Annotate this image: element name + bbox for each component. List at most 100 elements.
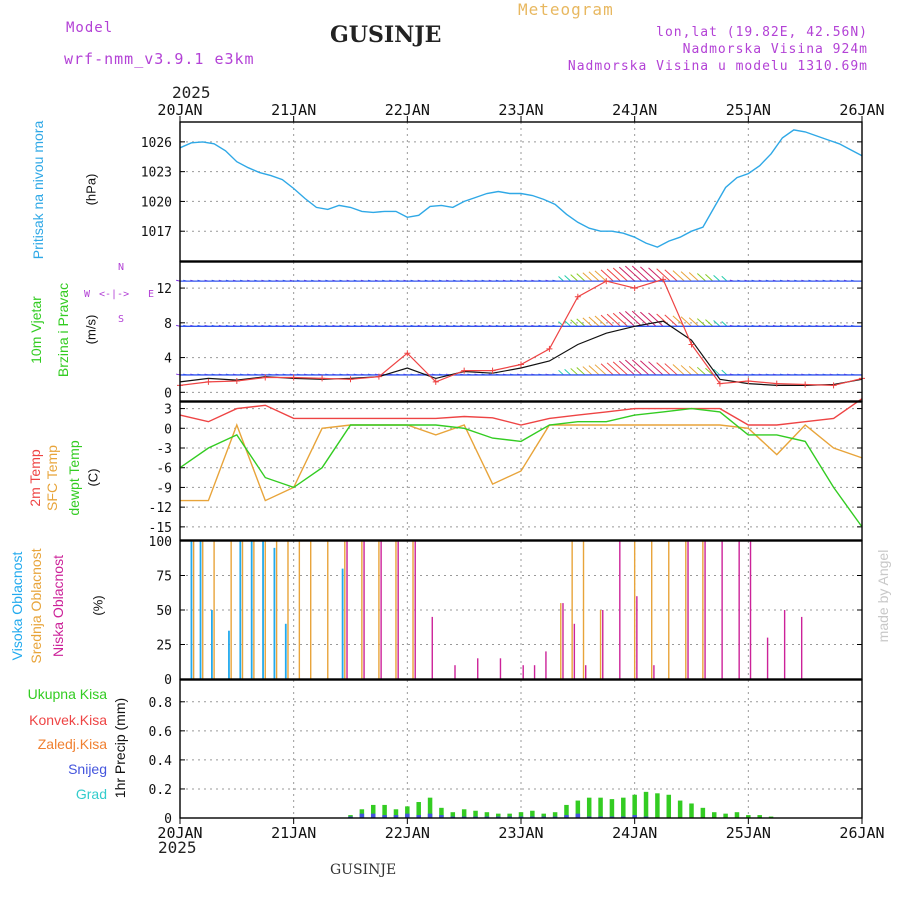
- y-tick-label: 0: [164, 812, 172, 827]
- wind-barb: [688, 366, 699, 376]
- rain-bar: [552, 812, 558, 818]
- compass-e: E: [148, 289, 155, 300]
- wind-gust-marker: [518, 361, 524, 368]
- snow-bar: [348, 816, 353, 818]
- wind-barb: [721, 275, 728, 282]
- wind-barb: [594, 364, 607, 376]
- x-tick-label-top: 24JAN: [612, 101, 657, 119]
- wind-barb: [625, 359, 643, 376]
- wind-barb: [625, 265, 643, 282]
- y-tick-label: 75: [156, 570, 172, 585]
- y-tick-label: 1023: [141, 166, 172, 181]
- y-tick-label: 1026: [141, 136, 172, 151]
- rain-bar: [609, 799, 615, 818]
- rain-bar: [473, 810, 478, 818]
- rain-bar: [746, 815, 751, 818]
- snow-bar: [586, 816, 592, 818]
- wind-barb: [640, 311, 657, 327]
- y-tick-label: 8: [164, 317, 172, 332]
- x-tick-label-top: 21JAN: [271, 101, 316, 119]
- wind-barb: [696, 273, 707, 282]
- snow-bar: [530, 816, 535, 818]
- wind-barb: [696, 318, 707, 327]
- wind-gust-marker: [802, 381, 809, 388]
- y-tick-label: 1020: [141, 195, 172, 210]
- panel-frame: [179, 401, 863, 541]
- snow-bar: [507, 816, 512, 818]
- y-tick-label: 100: [149, 535, 172, 550]
- wind-gust-marker: [262, 374, 269, 381]
- wind-barb: [564, 320, 572, 327]
- y-tick-label: 4: [164, 352, 172, 367]
- wind-barb: [570, 368, 579, 376]
- wind-gust-series: [179, 278, 863, 387]
- wind-barb: [648, 361, 664, 376]
- wind-barb: [680, 271, 692, 282]
- rain-bar: [518, 812, 524, 818]
- wind-barb: [688, 317, 699, 327]
- y-tick-label: 0: [164, 673, 172, 688]
- wind-barb: [612, 361, 628, 376]
- wind-gust-marker: [375, 373, 382, 380]
- snow-bar: [643, 816, 649, 818]
- panel-frame: [179, 679, 863, 819]
- x-tick-label-bottom: 20JAN: [157, 824, 202, 842]
- wind-gust-marker: [290, 374, 297, 381]
- y-tick-label: 0.4: [149, 754, 173, 769]
- snow-bar: [439, 815, 444, 818]
- wind-barb: [680, 365, 692, 376]
- wind-barb: [721, 321, 728, 327]
- wind-barb: [576, 367, 586, 376]
- wind-barb: [606, 362, 621, 376]
- snow-bar: [359, 813, 365, 818]
- rain-bar: [439, 807, 444, 818]
- compass-s: S: [118, 314, 125, 325]
- model-name: wrf-nmm_v3.9.1 e3km: [64, 50, 255, 68]
- wind-barb: [672, 270, 685, 282]
- rain-bar: [768, 816, 774, 818]
- wind-barb: [600, 314, 614, 327]
- snow-bar: [541, 816, 546, 818]
- rain-bar: [393, 809, 399, 818]
- wind-gust-marker: [205, 378, 212, 385]
- x-tick-label-top: 20JAN: [157, 101, 202, 119]
- wind-barb: [582, 317, 593, 327]
- wind-gust-marker: [660, 276, 667, 283]
- wind-gust-marker: [830, 382, 837, 389]
- y-tick-label: 12: [156, 282, 172, 297]
- snow-bar: [621, 816, 626, 818]
- rain-bar: [621, 797, 626, 818]
- rain-bar: [666, 794, 672, 818]
- legend-conv-rain: Konvek.Kisa: [29, 712, 107, 728]
- rain-bar: [507, 813, 512, 818]
- wind-barb: [564, 275, 572, 282]
- compass-w: W: [84, 289, 91, 300]
- wind-barb: [721, 369, 728, 376]
- rain-bar: [427, 797, 433, 818]
- y-tick-label: -15: [149, 521, 172, 536]
- legend-frz-rain: Zaledj.Kisa: [37, 736, 107, 752]
- rain-bar: [484, 812, 490, 818]
- x-tick-label-bottom: 23JAN: [498, 824, 543, 842]
- wind-gust-marker: [347, 376, 354, 383]
- wind-gust-marker: [716, 380, 723, 387]
- legend-snow: Snijeg: [68, 761, 107, 777]
- rain-bar: [416, 802, 421, 818]
- snow-bar: [575, 813, 581, 818]
- year-top: 2025: [172, 83, 211, 102]
- wind-gust-marker: [489, 367, 496, 374]
- snow-bar: [461, 816, 467, 818]
- rain-bar: [564, 804, 569, 818]
- y-tick-label: 0.6: [149, 725, 172, 740]
- wind-barb: [656, 362, 671, 376]
- wind-barb: [570, 319, 579, 327]
- wind-barb: [588, 316, 600, 327]
- rain-bar: [370, 804, 376, 818]
- rain-bar: [530, 810, 535, 818]
- coords: lon,lat (19.82E, 42.56N): [656, 25, 868, 40]
- wind-barb: [713, 320, 721, 327]
- wind-barb: [558, 276, 564, 282]
- wind-barb: [618, 311, 636, 327]
- snow-bar: [416, 815, 421, 818]
- snow-bar: [484, 816, 490, 818]
